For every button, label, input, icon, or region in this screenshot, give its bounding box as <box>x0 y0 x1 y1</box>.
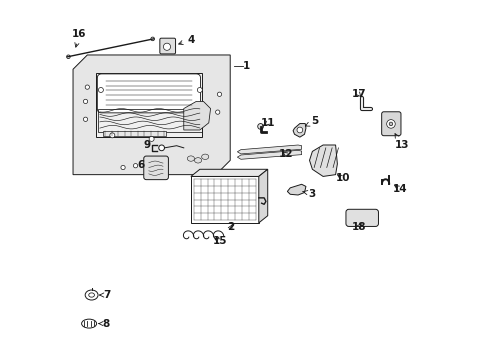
Circle shape <box>215 110 220 114</box>
FancyBboxPatch shape <box>160 38 175 54</box>
Circle shape <box>66 55 70 59</box>
FancyBboxPatch shape <box>97 74 200 113</box>
Circle shape <box>83 117 87 121</box>
Circle shape <box>159 145 164 151</box>
Polygon shape <box>190 169 267 176</box>
Text: 5: 5 <box>305 116 318 126</box>
Polygon shape <box>292 123 305 137</box>
Text: 14: 14 <box>392 184 407 194</box>
Circle shape <box>163 43 170 50</box>
Polygon shape <box>190 176 258 223</box>
Ellipse shape <box>187 156 194 161</box>
Polygon shape <box>96 73 201 137</box>
Polygon shape <box>183 102 210 130</box>
Circle shape <box>98 87 103 93</box>
Circle shape <box>197 87 202 93</box>
Circle shape <box>121 165 125 170</box>
Text: 4: 4 <box>178 35 194 45</box>
Text: 11: 11 <box>260 118 274 128</box>
Polygon shape <box>287 184 305 195</box>
Text: 2: 2 <box>227 222 234 232</box>
Circle shape <box>85 85 89 89</box>
Circle shape <box>83 99 87 104</box>
Text: 1: 1 <box>243 61 250 71</box>
Text: 9: 9 <box>143 140 151 150</box>
Circle shape <box>151 37 154 41</box>
Polygon shape <box>237 145 301 154</box>
Text: 17: 17 <box>351 89 366 99</box>
Ellipse shape <box>88 293 94 297</box>
Polygon shape <box>237 150 301 159</box>
Ellipse shape <box>201 154 208 159</box>
Text: 18: 18 <box>351 222 366 232</box>
Circle shape <box>133 163 138 168</box>
Circle shape <box>257 123 263 129</box>
Circle shape <box>110 133 115 138</box>
Polygon shape <box>258 169 267 223</box>
Polygon shape <box>103 131 165 136</box>
FancyBboxPatch shape <box>143 156 168 180</box>
Polygon shape <box>309 145 337 176</box>
Circle shape <box>388 122 392 126</box>
Text: 3: 3 <box>302 189 315 199</box>
Text: 12: 12 <box>278 149 292 159</box>
Polygon shape <box>73 55 230 175</box>
Text: 15: 15 <box>212 237 227 247</box>
Circle shape <box>386 120 394 128</box>
Text: 7: 7 <box>100 290 110 300</box>
FancyBboxPatch shape <box>381 112 400 136</box>
Circle shape <box>149 136 154 141</box>
Circle shape <box>296 127 302 133</box>
Text: 10: 10 <box>335 173 349 183</box>
Circle shape <box>217 92 221 96</box>
Text: 8: 8 <box>99 319 109 329</box>
Text: 16: 16 <box>72 28 86 47</box>
Ellipse shape <box>85 290 98 300</box>
Text: 13: 13 <box>394 134 408 150</box>
Ellipse shape <box>81 319 97 328</box>
Text: 6: 6 <box>137 159 144 170</box>
Ellipse shape <box>194 158 201 163</box>
FancyBboxPatch shape <box>345 209 378 226</box>
